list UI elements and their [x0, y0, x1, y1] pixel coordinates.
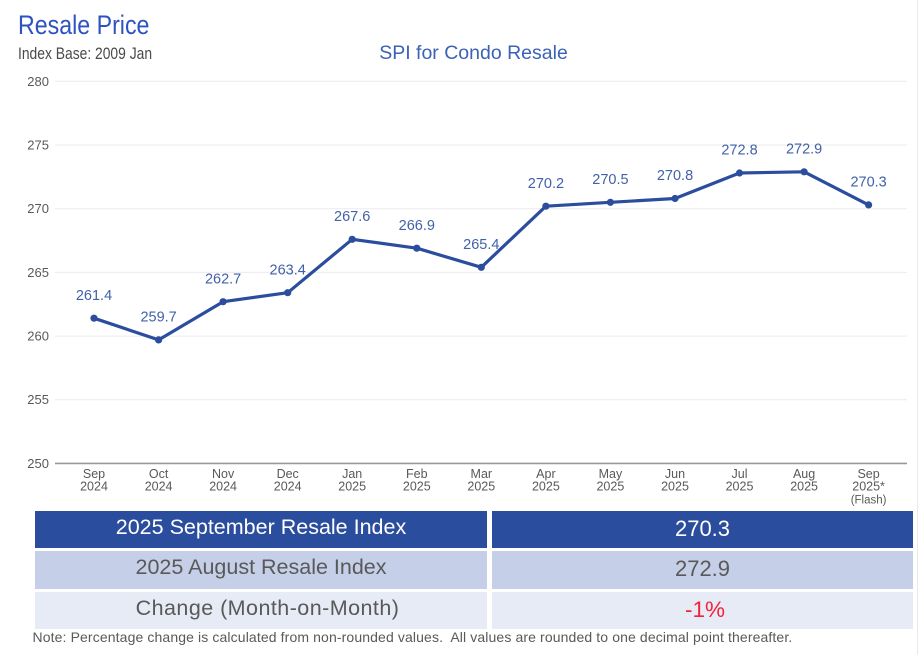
svg-text:2024: 2024 — [274, 480, 302, 494]
svg-text:2024: 2024 — [80, 480, 108, 494]
svg-text:2025: 2025 — [403, 480, 431, 494]
svg-text:2025: 2025 — [661, 480, 689, 494]
svg-text:265.4: 265.4 — [463, 237, 499, 253]
svg-text:Feb: Feb — [406, 467, 428, 481]
svg-text:2024: 2024 — [209, 480, 237, 494]
svg-text:2025: 2025 — [790, 480, 818, 494]
svg-text:2025: 2025 — [338, 480, 366, 494]
svg-text:Jan: Jan — [342, 467, 362, 481]
svg-text:275: 275 — [27, 138, 49, 153]
svg-text:2025*: 2025* — [852, 480, 885, 494]
svg-text:2025: 2025 — [726, 480, 754, 494]
svg-text:270: 270 — [27, 201, 49, 216]
svg-text:261.4: 261.4 — [76, 288, 112, 304]
svg-text:270.2: 270.2 — [528, 176, 564, 192]
svg-text:260: 260 — [27, 329, 49, 344]
svg-text:Oct: Oct — [149, 467, 169, 481]
svg-text:270.8: 270.8 — [657, 168, 693, 184]
svg-text:2025: 2025 — [596, 480, 624, 494]
svg-text:270.5: 270.5 — [592, 172, 628, 188]
svg-text:Nov: Nov — [212, 467, 235, 481]
svg-text:272.9: 272.9 — [786, 142, 822, 158]
svg-text:280: 280 — [27, 74, 49, 89]
svg-text:Dec: Dec — [277, 467, 299, 481]
svg-text:Sep: Sep — [83, 467, 105, 481]
svg-text:262.7: 262.7 — [205, 271, 241, 287]
svg-text:Sep: Sep — [857, 467, 879, 481]
svg-text:Mar: Mar — [471, 467, 493, 481]
svg-text:259.7: 259.7 — [140, 310, 176, 326]
svg-text:2024: 2024 — [145, 480, 173, 494]
svg-text:2025: 2025 — [467, 480, 495, 494]
svg-text:(Flash): (Flash) — [851, 494, 887, 506]
svg-text:255: 255 — [27, 392, 49, 407]
svg-text:Apr: Apr — [536, 467, 555, 481]
svg-text:Jun: Jun — [665, 467, 685, 481]
svg-text:266.9: 266.9 — [399, 218, 435, 234]
svg-text:2025: 2025 — [532, 480, 560, 494]
svg-text:263.4: 263.4 — [270, 262, 306, 278]
svg-text:272.8: 272.8 — [721, 143, 757, 159]
svg-text:250: 250 — [27, 456, 49, 471]
svg-text:270.3: 270.3 — [850, 175, 886, 191]
svg-text:265: 265 — [27, 265, 49, 280]
svg-text:May: May — [599, 467, 623, 481]
svg-text:Jul: Jul — [732, 467, 748, 481]
svg-text:Aug: Aug — [793, 467, 815, 481]
svg-text:267.6: 267.6 — [334, 209, 370, 225]
